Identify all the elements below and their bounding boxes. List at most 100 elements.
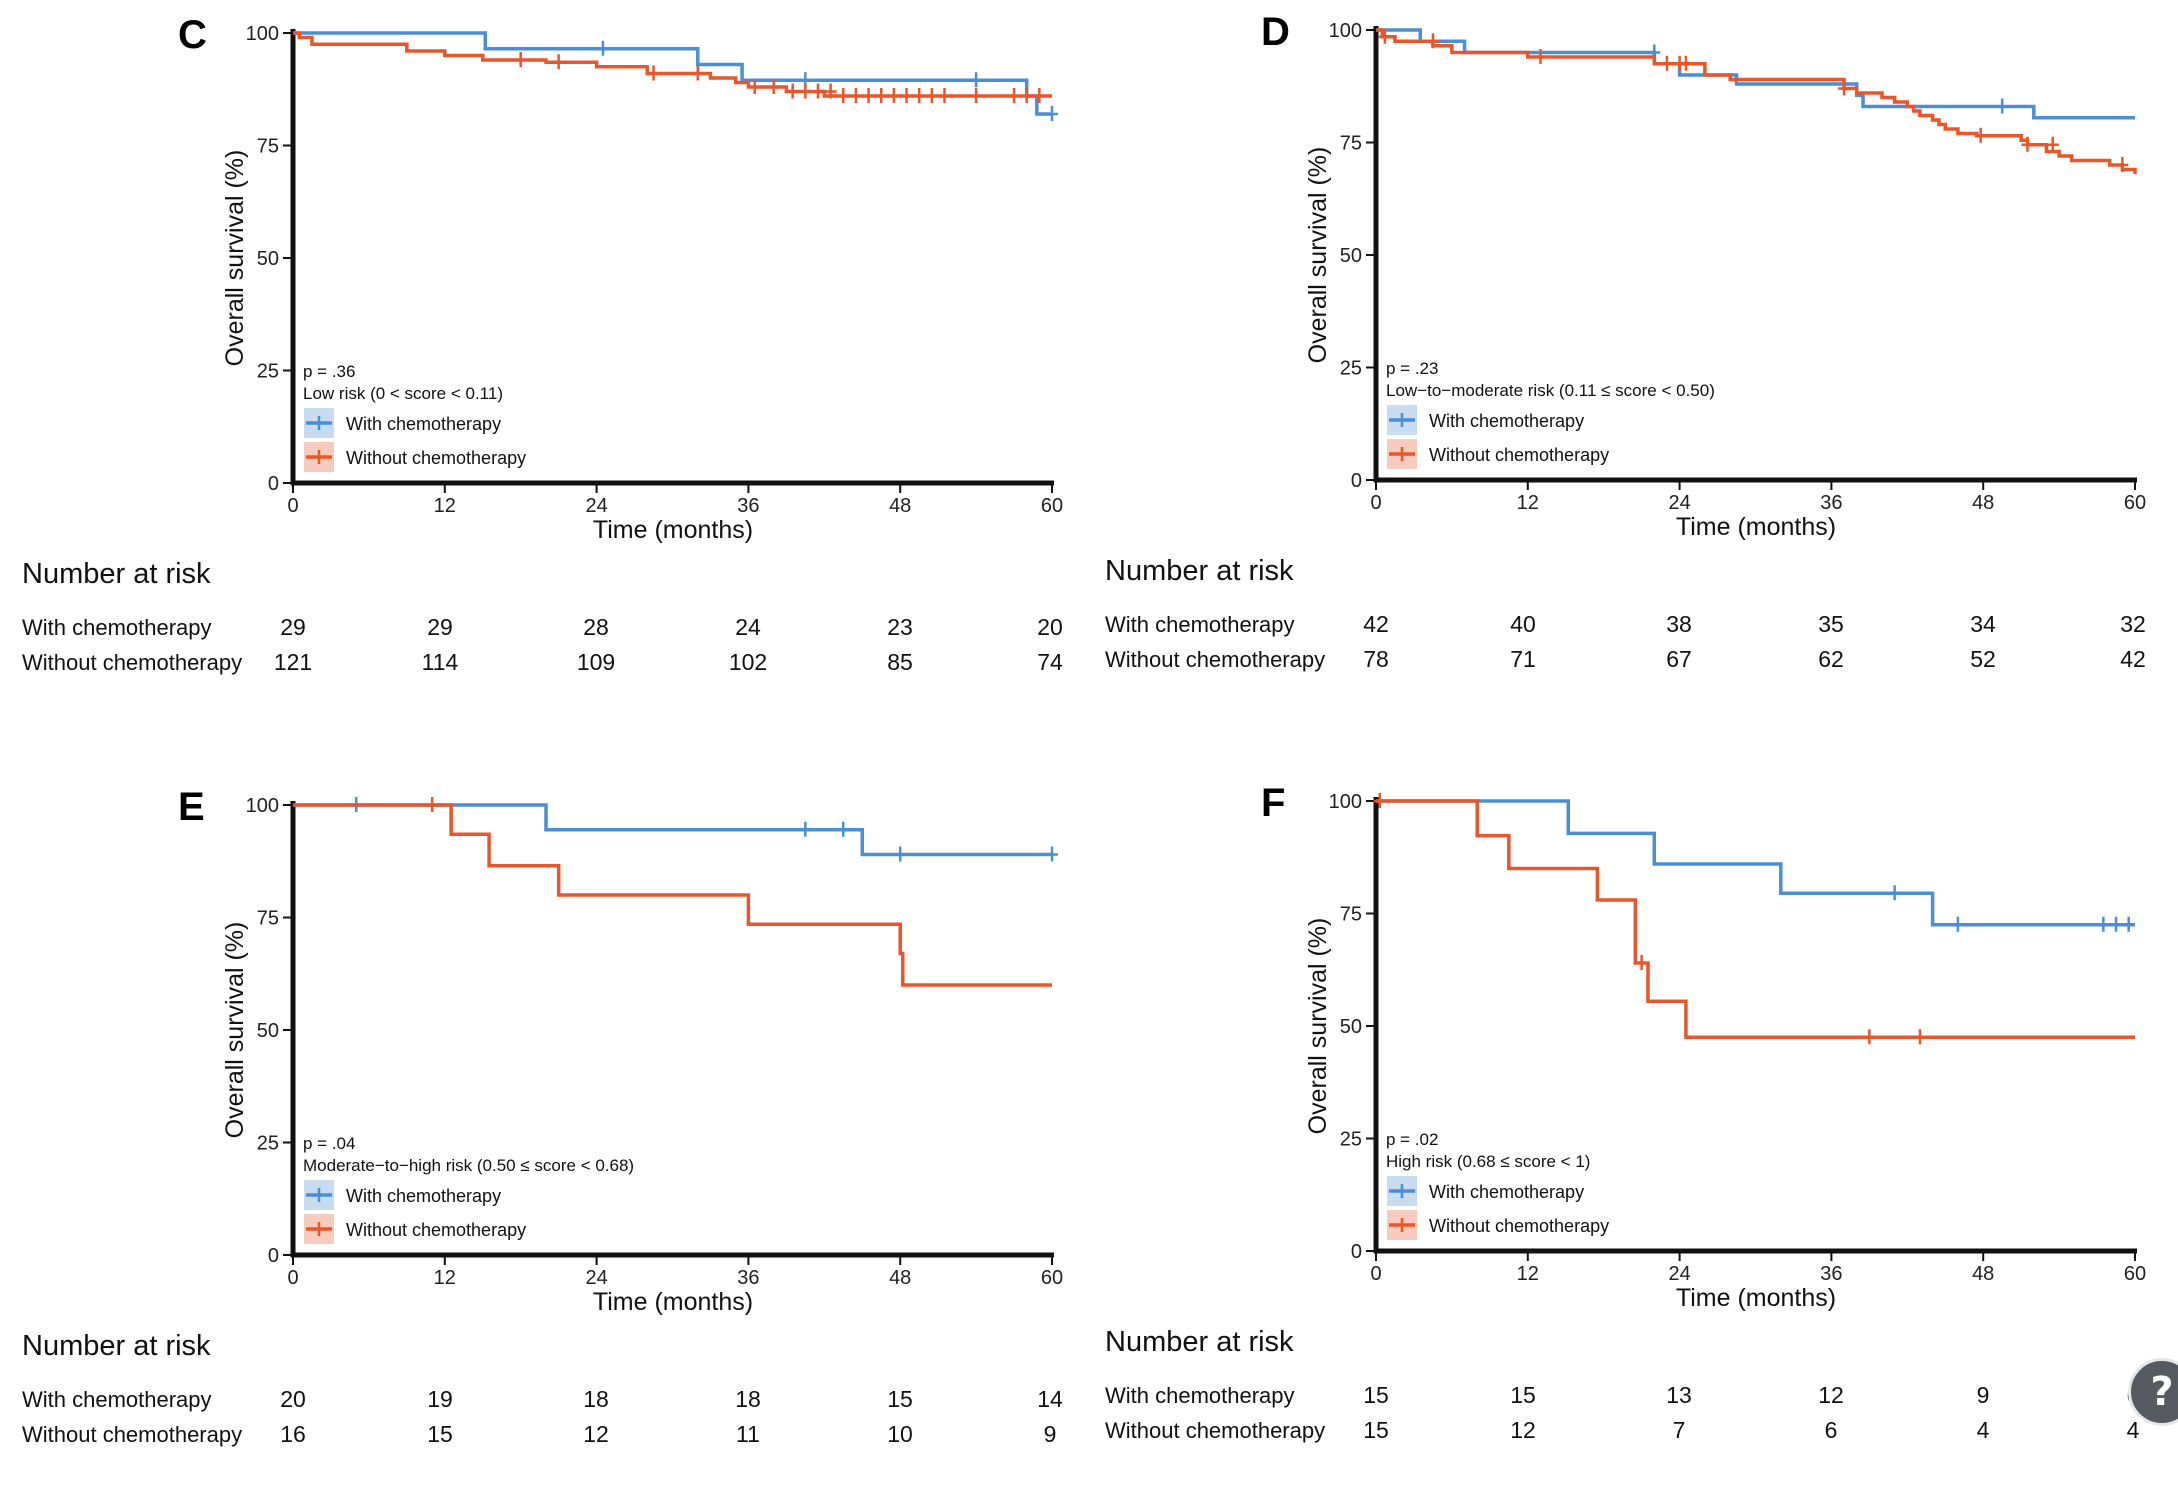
y-axis-title: Overall survival (%): [221, 922, 249, 1139]
censor-mark-with: [1888, 885, 1901, 901]
risk-table-title: Number at risk: [22, 1330, 211, 1362]
y-tick-label: 75: [1340, 133, 1362, 155]
censor-mark-without: [837, 88, 850, 103]
y-tick-label: 0: [268, 473, 279, 495]
legend-label-without: Without chemotherapy: [1429, 1216, 1609, 1236]
risk-count: 10: [887, 1421, 913, 1447]
risk-count: 114: [421, 649, 459, 675]
panel-f: F 0 25 50 75 100 0 12 24 36 48 60 Overall survival (…: [1083, 768, 2172, 1501]
panel-label: F: [1261, 781, 1285, 825]
risk-count: 34: [1970, 611, 1996, 637]
censor-mark-with: [2122, 916, 2135, 932]
risk-count: 15: [1363, 1382, 1389, 1408]
y-tick-label: 50: [257, 1020, 279, 1042]
censor-mark-without: [767, 79, 780, 94]
censor-mark-without: [426, 797, 439, 812]
risk-count: 13: [1666, 1382, 1692, 1408]
x-tick-label: 24: [1668, 492, 1690, 514]
risk-row-label: With chemotherapy: [1105, 612, 1295, 637]
censor-mark-without: [900, 88, 913, 103]
censor-mark-without: [748, 79, 761, 94]
x-tick-label: 36: [1820, 1263, 1842, 1285]
risk-count: 12: [1510, 1417, 1536, 1443]
risk-count: 24: [735, 614, 761, 640]
risk-count: 42: [1363, 611, 1389, 637]
y-tick-label: 25: [1340, 1129, 1362, 1151]
y-tick-label: 50: [1340, 245, 1362, 267]
censor-mark-without: [786, 83, 799, 99]
x-axis-title: Time (months): [593, 516, 753, 544]
risk-row-label: Without chemotherapy: [1105, 647, 1326, 672]
risk-count: 9: [1976, 1382, 1990, 1408]
x-axis-title: Time (months): [1676, 513, 1836, 541]
risk-row-label: With chemotherapy: [1105, 1383, 1295, 1408]
censor-mark-without: [875, 88, 888, 103]
censor-mark-without: [925, 88, 938, 103]
risk-count: 109: [576, 649, 616, 675]
censor-mark-without: [1033, 88, 1046, 103]
censor-mark-without: [887, 88, 900, 103]
risk-count: 29: [427, 614, 453, 640]
censor-mark-without: [1426, 33, 1439, 49]
risk-group-label: Low risk (0 < score < 0.11): [303, 384, 503, 403]
y-axis-title: Overall survival (%): [1304, 918, 1332, 1135]
risk-count: 15: [1510, 1382, 1536, 1408]
series-line-with: [293, 803, 1052, 857]
censor-mark-without: [1660, 55, 1673, 71]
x-axis-title: Time (months): [1676, 1284, 1836, 1312]
panel-label: E: [178, 785, 205, 829]
risk-count: 9: [1043, 1421, 1057, 1447]
censor-mark-without: [647, 65, 660, 81]
censor-mark-with: [970, 72, 983, 88]
legend-label-without: Without chemotherapy: [346, 448, 526, 468]
y-tick-label: 25: [1340, 358, 1362, 380]
risk-row-label: Without chemotherapy: [22, 650, 243, 675]
risk-table-title: Number at risk: [1105, 555, 1294, 587]
x-tick-label: 12: [1517, 1263, 1539, 1285]
risk-count: 78: [1363, 646, 1389, 672]
censor-mark-with: [2097, 916, 2110, 932]
risk-group-label: High risk (0.68 ≤ score < 1): [1386, 1152, 1590, 1171]
censor-mark-without: [1534, 49, 1547, 64]
risk-count: 62: [1818, 646, 1844, 672]
censor-mark-without: [1974, 127, 1987, 143]
y-tick-label: 0: [268, 1245, 279, 1267]
risk-count: 19: [427, 1386, 453, 1412]
series-line-without: [1376, 799, 2135, 1039]
legend-label-without: Without chemotherapy: [346, 1220, 526, 1240]
risk-count: 102: [728, 649, 768, 675]
censor-mark-without: [1378, 28, 1391, 44]
y-tick-label: 25: [257, 361, 279, 383]
legend-label-with: With chemotherapy: [1429, 1182, 1584, 1202]
x-tick-label: 12: [434, 1267, 456, 1289]
y-tick-label: 100: [1329, 791, 1362, 813]
risk-count: 74: [1037, 649, 1063, 675]
help-button[interactable]: ?: [2128, 1358, 2178, 1426]
y-tick-label: 100: [246, 795, 279, 817]
censor-mark-with: [799, 821, 812, 837]
panel-e: E 0 25 50 75 100 0 12 24 36 48 60 Overall survival (…: [0, 772, 1089, 1505]
risk-count: 12: [1818, 1382, 1844, 1408]
legend-label-with: With chemotherapy: [1429, 411, 1584, 431]
risk-row-label: With chemotherapy: [22, 1387, 212, 1412]
risk-count: 20: [280, 1386, 306, 1412]
censor-mark-without: [1373, 793, 1386, 808]
legend-label-with: With chemotherapy: [346, 414, 501, 434]
x-tick-label: 12: [434, 495, 456, 517]
risk-count: 42: [2120, 646, 2146, 672]
risk-count: 15: [887, 1386, 913, 1412]
censor-mark-without: [1863, 1029, 1876, 1045]
survival-chart: C 0 25 50 75 100 0 12 24 36 48 60 Overall survival (…: [178, 13, 1063, 544]
censor-mark-without: [970, 88, 983, 103]
censor-mark-with: [1951, 916, 1964, 932]
survival-chart: E 0 25 50 75 100 0 12 24 36 48 60 Overall survival (…: [178, 785, 1063, 1316]
risk-count: 85: [887, 649, 913, 675]
risk-count: 12: [583, 1421, 609, 1447]
x-tick-label: 0: [287, 1267, 298, 1289]
x-tick-label: 36: [737, 495, 759, 517]
risk-count: 7: [1672, 1417, 1686, 1443]
x-tick-label: 24: [585, 1267, 607, 1289]
censor-mark-without: [1635, 955, 1648, 970]
y-tick-label: 25: [257, 1133, 279, 1155]
panel-label: D: [1261, 10, 1290, 54]
